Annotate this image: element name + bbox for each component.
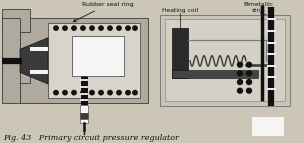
- Circle shape: [133, 26, 137, 30]
- Circle shape: [63, 91, 67, 95]
- Text: Fig. 43   Primary circuit pressure regulator: Fig. 43 Primary circuit pressure regulat…: [3, 134, 179, 142]
- Circle shape: [72, 91, 76, 95]
- Circle shape: [247, 88, 251, 93]
- Bar: [20, 18, 148, 103]
- Bar: [252, 117, 284, 136]
- Bar: [80, 105, 88, 113]
- Circle shape: [126, 91, 130, 95]
- Circle shape: [99, 26, 103, 30]
- Circle shape: [117, 91, 121, 95]
- Circle shape: [237, 62, 243, 67]
- Bar: [2, 9, 30, 32]
- Circle shape: [63, 26, 67, 30]
- Circle shape: [108, 26, 112, 30]
- Circle shape: [237, 80, 243, 85]
- Circle shape: [72, 26, 76, 30]
- Polygon shape: [20, 38, 48, 84]
- Bar: [80, 113, 88, 119]
- Bar: [165, 19, 285, 101]
- Bar: [2, 54, 30, 83]
- Circle shape: [126, 26, 130, 30]
- Text: Bimetallic
strip: Bimetallic strip: [243, 2, 273, 13]
- Bar: [2, 18, 20, 103]
- Circle shape: [81, 26, 85, 30]
- Bar: [160, 15, 290, 106]
- Bar: [72, 36, 124, 76]
- Bar: [30, 47, 48, 51]
- Bar: [172, 28, 188, 78]
- Circle shape: [54, 91, 58, 95]
- Circle shape: [247, 71, 251, 76]
- Circle shape: [108, 91, 112, 95]
- Circle shape: [237, 71, 243, 76]
- Circle shape: [247, 62, 251, 67]
- Text: Rubber seal ring: Rubber seal ring: [73, 2, 134, 22]
- Circle shape: [133, 91, 137, 95]
- Circle shape: [90, 26, 94, 30]
- Circle shape: [90, 91, 94, 95]
- Text: Heating coil: Heating coil: [162, 8, 198, 13]
- Circle shape: [237, 88, 243, 93]
- Circle shape: [247, 80, 251, 85]
- Bar: [80, 119, 88, 123]
- Bar: [30, 70, 48, 74]
- Circle shape: [117, 26, 121, 30]
- Bar: [48, 23, 140, 98]
- Circle shape: [99, 91, 103, 95]
- Circle shape: [81, 91, 85, 95]
- Bar: [172, 70, 258, 78]
- Circle shape: [54, 26, 58, 30]
